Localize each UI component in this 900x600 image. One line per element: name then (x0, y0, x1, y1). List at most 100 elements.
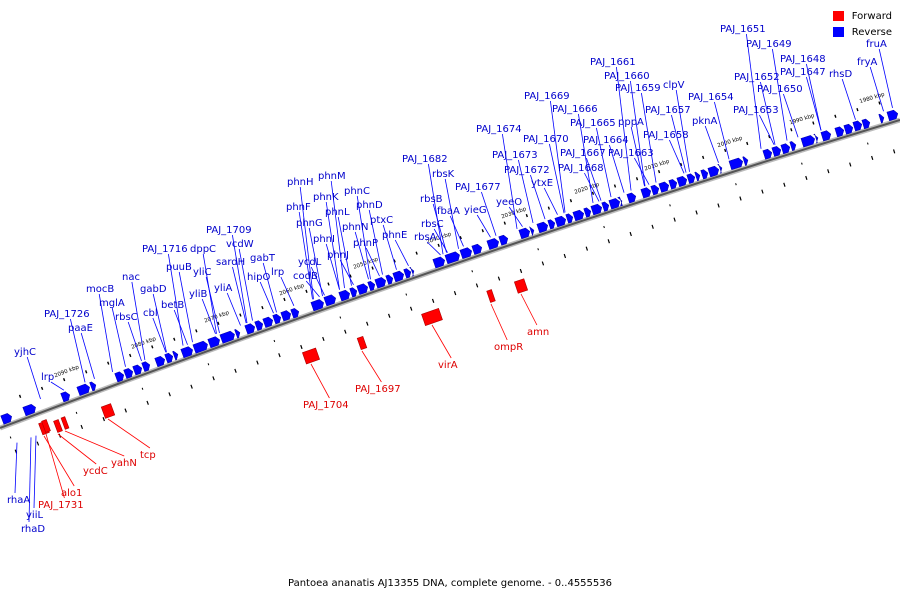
tick-mark (102, 417, 106, 422)
scale-label: 2080 kbp (131, 336, 158, 351)
leader-line (107, 418, 151, 449)
tick-mark (739, 196, 742, 201)
tick-mark (36, 441, 40, 446)
tick-mark (322, 336, 325, 341)
tick-mark (475, 283, 479, 288)
reverse-gene (861, 118, 871, 130)
reverse-gene (771, 146, 782, 157)
tick-mark (871, 155, 874, 161)
leader-line (616, 66, 632, 191)
reverse-gene (172, 350, 179, 361)
leader-line (671, 114, 687, 173)
reverse-gene (60, 391, 71, 403)
gene-features (0, 109, 899, 436)
gene-label-paj-1649: PAJ_1649 (746, 39, 792, 50)
tick-mark (327, 282, 330, 286)
gene-label-paj-1672: PAJ_1672 (504, 165, 550, 176)
gene-label-paj-1647: PAJ_1647 (780, 67, 826, 78)
reverse-gene (272, 313, 282, 325)
gene-label-mocb: mocB (86, 284, 114, 295)
tick-mark (173, 337, 176, 341)
reverse-gene (742, 156, 749, 166)
reverse-gene (529, 226, 535, 237)
gene-label-paj-1709: PAJ_1709 (206, 225, 252, 236)
leader-line (481, 191, 497, 236)
tick-mark (702, 155, 705, 160)
legend-forward: Forward (832, 8, 892, 24)
tick-mark (190, 384, 193, 389)
tick-mark (393, 259, 396, 263)
tick-mark (892, 149, 896, 154)
gene-label-phnl: phnL (325, 207, 350, 218)
reverse-gene (843, 123, 854, 135)
reverse-gene (403, 268, 412, 279)
tick-mark (679, 162, 683, 167)
leader-line (45, 433, 65, 499)
tick-mark (635, 177, 639, 181)
gene-label-cbl: cbl (143, 308, 158, 319)
tick-mark (497, 276, 501, 281)
reverse-gene (180, 346, 193, 359)
leader-line (806, 63, 822, 131)
reverse-gene (486, 238, 499, 250)
gene-label-paj-1674: PAJ_1674 (476, 124, 522, 135)
reverse-gene (444, 251, 460, 265)
gene-label-paj-1658: PAJ_1658 (643, 130, 689, 141)
leader-line (431, 324, 452, 359)
reverse-gene (219, 330, 235, 344)
gene-label-paj-1660: PAJ_1660 (604, 71, 650, 82)
forward-gene (513, 278, 529, 294)
leader-line (669, 139, 685, 174)
gene-label-paj-1666: PAJ_1666 (552, 104, 598, 115)
gene-label-paj-1677: PAJ_1677 (455, 182, 501, 193)
tick-mark (129, 353, 132, 358)
leader-line (337, 216, 352, 286)
tick-mark (387, 313, 391, 318)
forward-gene (53, 419, 63, 433)
leader-line (578, 113, 594, 203)
leader-line (490, 303, 508, 341)
tick-mark (256, 360, 259, 365)
gene-label-paj-1661: PAJ_1661 (590, 57, 636, 68)
reverse-gene (392, 270, 405, 283)
gene-label-frya: fryA (857, 57, 878, 68)
reverse-gene (878, 113, 885, 124)
tick-mark (339, 316, 342, 319)
tick-mark (40, 386, 44, 391)
gene-label-paj-1653: PAJ_1653 (733, 105, 779, 116)
reverse-gene (650, 184, 660, 196)
tick-mark (217, 321, 220, 325)
tick-mark (834, 114, 837, 118)
tick-mark (62, 377, 66, 382)
gene-label-gabt: gabT (250, 253, 276, 264)
leader-line (502, 133, 518, 229)
tick-mark (629, 231, 632, 237)
tick-mark (724, 148, 727, 153)
gene-label-paj-1654: PAJ_1654 (688, 92, 734, 103)
tick-mark (283, 297, 286, 302)
gene-label-phnh: phnH (287, 177, 314, 188)
gene-label-rhad: rhaD (21, 524, 45, 535)
leader-line (596, 127, 612, 198)
reverse-gene (572, 209, 585, 222)
leader-line (238, 248, 253, 321)
leader-line (280, 276, 295, 306)
leader-line (325, 201, 340, 290)
leader-line (152, 317, 167, 353)
leader-line (259, 281, 274, 314)
reverse-gene (349, 287, 358, 298)
gene-label-fbaa: fbaA (437, 206, 460, 217)
tick-mark (867, 142, 869, 145)
reverse-gene (356, 283, 369, 295)
tick-mark (746, 141, 749, 146)
gene-label-paj-1673: PAJ_1673 (492, 150, 538, 161)
scale-label: 1990 kbp (789, 113, 816, 127)
leader-line (704, 125, 719, 163)
leader-line (543, 187, 558, 215)
tick-mark (790, 128, 793, 132)
reverse-gene (789, 141, 797, 151)
tick-mark (195, 329, 198, 333)
reverse-gene (668, 179, 678, 190)
reverse-gene (409, 267, 415, 277)
leader-line (783, 93, 799, 138)
